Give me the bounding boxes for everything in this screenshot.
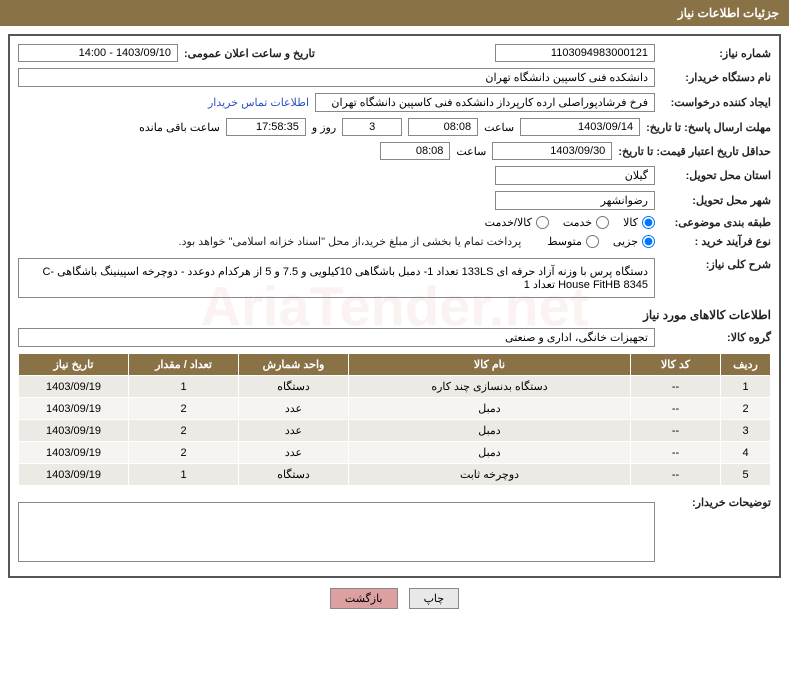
cell-date: 1403/09/19 bbox=[19, 420, 129, 442]
validity-time-field: 08:08 bbox=[380, 142, 450, 160]
category-radio-group: کالا خدمت کالا/خدمت bbox=[485, 216, 655, 229]
days-and-label: روز و bbox=[312, 121, 336, 134]
cell-unit: عدد bbox=[239, 442, 349, 464]
remaining-label: ساعت باقی مانده bbox=[139, 121, 220, 134]
province-field: گیلان bbox=[495, 166, 655, 185]
cell-date: 1403/09/19 bbox=[19, 376, 129, 398]
deadline-date-field: 1403/09/14 bbox=[520, 118, 640, 136]
category-both-radio[interactable] bbox=[536, 216, 549, 229]
category-label: طبقه بندی موضوعی: bbox=[661, 216, 771, 229]
cell-name: دمبل bbox=[349, 398, 631, 420]
cell-row: 4 bbox=[721, 442, 771, 464]
col-name: نام کالا bbox=[349, 354, 631, 376]
cell-qty: 1 bbox=[129, 376, 239, 398]
cell-qty: 2 bbox=[129, 442, 239, 464]
deadline-label: مهلت ارسال پاسخ: تا تاریخ: bbox=[646, 121, 771, 134]
process-medium-option[interactable]: متوسط bbox=[547, 235, 599, 248]
print-button[interactable]: چاپ bbox=[409, 588, 460, 609]
category-service-option[interactable]: خدمت bbox=[563, 216, 609, 229]
need-number-label: شماره نیاز: bbox=[661, 47, 771, 60]
cell-code: -- bbox=[631, 420, 721, 442]
cell-code: -- bbox=[631, 442, 721, 464]
announce-date-field: 1403/09/10 - 14:00 bbox=[18, 44, 178, 62]
payment-note: پرداخت تمام یا بخشی از مبلغ خرید،از محل … bbox=[179, 235, 522, 248]
city-field: رضوانشهر bbox=[495, 191, 655, 210]
summary-label: شرح کلی نیاز: bbox=[661, 258, 771, 271]
cell-code: -- bbox=[631, 398, 721, 420]
requester-label: ایجاد کننده درخواست: bbox=[661, 96, 771, 109]
group-label: گروه کالا: bbox=[661, 331, 771, 344]
cell-qty: 2 bbox=[129, 420, 239, 442]
requester-field: فرخ فرشادپوراصلی ارده کارپرداز دانشکده ف… bbox=[315, 93, 655, 112]
time-label-1: ساعت bbox=[484, 121, 514, 134]
col-row: ردیف bbox=[721, 354, 771, 376]
remaining-hours-field: 17:58:35 bbox=[226, 118, 306, 136]
process-partial-radio[interactable] bbox=[642, 235, 655, 248]
table-row: 1--دستگاه بدنسازی چند کارهدستگاه11403/09… bbox=[19, 376, 771, 398]
province-label: استان محل تحویل: bbox=[661, 169, 771, 182]
cell-unit: عدد bbox=[239, 398, 349, 420]
main-panel: AriaTender.net شماره نیاز: 1103094983000… bbox=[8, 34, 781, 578]
page-title: جزئیات اطلاعات نیاز bbox=[678, 6, 779, 20]
cell-date: 1403/09/19 bbox=[19, 398, 129, 420]
validity-label: حداقل تاریخ اعتبار قیمت: تا تاریخ: bbox=[618, 145, 771, 158]
cell-qty: 2 bbox=[129, 398, 239, 420]
cell-name: دستگاه بدنسازی چند کاره bbox=[349, 376, 631, 398]
validity-date-field: 1403/09/30 bbox=[492, 142, 612, 160]
time-label-2: ساعت bbox=[456, 145, 486, 158]
table-header-row: ردیف کد کالا نام کالا واحد شمارش تعداد /… bbox=[19, 354, 771, 376]
process-medium-radio[interactable] bbox=[586, 235, 599, 248]
back-button[interactable]: بازگشت bbox=[330, 588, 398, 609]
process-partial-option[interactable]: جزیی bbox=[613, 235, 655, 248]
category-goods-option[interactable]: کالا bbox=[623, 216, 655, 229]
buyer-org-field: دانشکده فنی کاسپین دانشگاه تهران bbox=[18, 68, 655, 87]
col-code: کد کالا bbox=[631, 354, 721, 376]
process-label: نوع فرآیند خرید : bbox=[661, 235, 771, 248]
cell-unit: دستگاه bbox=[239, 464, 349, 486]
table-row: 5--دوچرخه ثابتدستگاه11403/09/19 bbox=[19, 464, 771, 486]
need-number-field: 1103094983000121 bbox=[495, 44, 655, 62]
items-section-title: اطلاعات کالاهای مورد نیاز bbox=[18, 308, 771, 322]
button-bar: چاپ بازگشت bbox=[0, 588, 789, 609]
deadline-time-field: 08:08 bbox=[408, 118, 478, 136]
announce-date-label: تاریخ و ساعت اعلان عمومی: bbox=[184, 47, 315, 60]
remaining-days-field: 3 bbox=[342, 118, 402, 136]
table-row: 4--دمبلعدد21403/09/19 bbox=[19, 442, 771, 464]
city-label: شهر محل تحویل: bbox=[661, 194, 771, 207]
cell-name: دوچرخه ثابت bbox=[349, 464, 631, 486]
cell-row: 5 bbox=[721, 464, 771, 486]
col-unit: واحد شمارش bbox=[239, 354, 349, 376]
cell-name: دمبل bbox=[349, 420, 631, 442]
cell-date: 1403/09/19 bbox=[19, 442, 129, 464]
process-radio-group: جزیی متوسط bbox=[547, 235, 655, 248]
table-row: 3--دمبلعدد21403/09/19 bbox=[19, 420, 771, 442]
cell-unit: دستگاه bbox=[239, 376, 349, 398]
cell-unit: عدد bbox=[239, 420, 349, 442]
col-qty: تعداد / مقدار bbox=[129, 354, 239, 376]
category-service-radio[interactable] bbox=[596, 216, 609, 229]
cell-row: 2 bbox=[721, 398, 771, 420]
cell-code: -- bbox=[631, 464, 721, 486]
buyer-contact-link[interactable]: اطلاعات تماس خریدار bbox=[208, 96, 309, 109]
buyer-notes-label: توضیحات خریدار: bbox=[661, 496, 771, 509]
cell-row: 1 bbox=[721, 376, 771, 398]
cell-row: 3 bbox=[721, 420, 771, 442]
table-row: 2--دمبلعدد21403/09/19 bbox=[19, 398, 771, 420]
category-goods-radio[interactable] bbox=[642, 216, 655, 229]
buyer-org-label: نام دستگاه خریدار: bbox=[661, 71, 771, 84]
page-header: جزئیات اطلاعات نیاز bbox=[0, 0, 789, 26]
category-both-option[interactable]: کالا/خدمت bbox=[485, 216, 549, 229]
cell-date: 1403/09/19 bbox=[19, 464, 129, 486]
items-table: ردیف کد کالا نام کالا واحد شمارش تعداد /… bbox=[18, 353, 771, 486]
cell-code: -- bbox=[631, 376, 721, 398]
col-date: تاریخ نیاز bbox=[19, 354, 129, 376]
group-field: تجهیزات خانگی، اداری و صنعتی bbox=[18, 328, 655, 347]
cell-qty: 1 bbox=[129, 464, 239, 486]
buyer-notes-field bbox=[18, 502, 655, 562]
cell-name: دمبل bbox=[349, 442, 631, 464]
summary-field: دستگاه پرس با وزنه آزاد حرفه ای 133LS تع… bbox=[18, 258, 655, 298]
